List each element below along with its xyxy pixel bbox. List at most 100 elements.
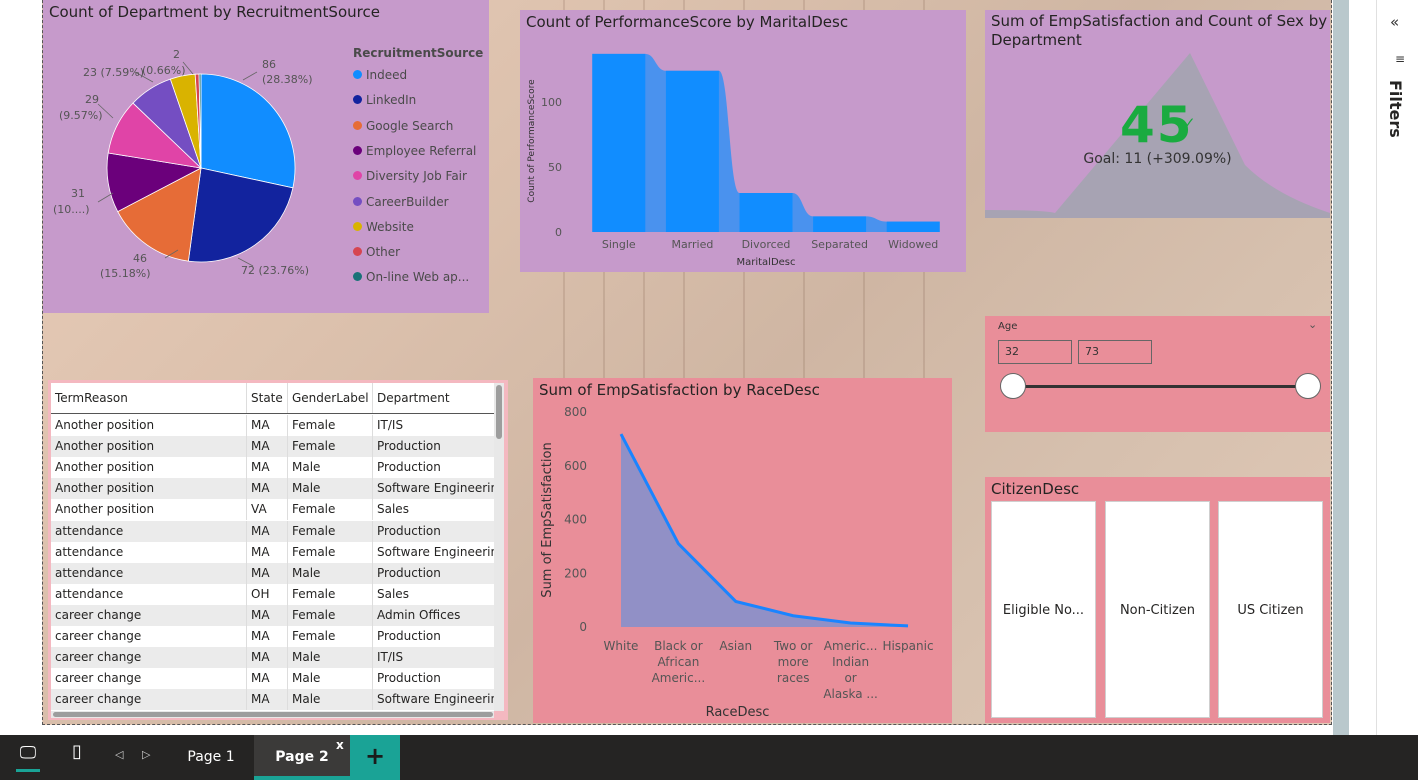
bar <box>813 216 867 232</box>
age-max-input[interactable]: 73 <box>1078 340 1152 364</box>
age-slider-min-handle[interactable] <box>1000 373 1026 399</box>
pie-leader-line <box>97 103 114 119</box>
table-cell: Software Engineering <box>373 541 498 563</box>
table-cell: attendance <box>51 583 247 605</box>
legend-item[interactable]: LinkedIn <box>353 93 416 107</box>
table-row[interactable]: attendance MA Male Production <box>51 562 498 584</box>
table-row[interactable]: career change MA Female Production <box>51 626 498 647</box>
area-chart-tile[interactable]: Sum of EmpSatisfaction by RaceDesc 0 200 4… <box>533 378 952 723</box>
table-row[interactable]: attendance OH Female Sales <box>51 583 498 605</box>
column-header[interactable]: Department <box>373 383 498 413</box>
pie-data-label: (0.66%) <box>142 64 186 77</box>
next-page-icon[interactable]: ▷ <box>142 748 151 761</box>
legend-dot <box>353 145 362 155</box>
age-min-input[interactable]: 32 <box>998 340 1072 364</box>
table-cell: Female <box>288 541 373 563</box>
legend-dot <box>353 171 362 181</box>
data-table: TermReason State GenderLabel Department Ano… <box>51 383 498 711</box>
age-slicer[interactable]: Age ⌄ 32 73 <box>985 316 1330 432</box>
pie-data-label: 46 <box>133 252 147 265</box>
table-cell: Female <box>288 499 373 521</box>
table-cell: Female <box>288 626 373 647</box>
y-axis-label: Count of PerformanceScore <box>527 79 537 203</box>
table-row[interactable]: Another position MA Female IT/IS <box>51 415 498 436</box>
legend-item[interactable]: Employee Referral <box>353 144 476 158</box>
table-cell: MA <box>247 478 288 500</box>
age-slider-track[interactable] <box>1013 385 1309 388</box>
table-tile[interactable]: TermReason State GenderLabel Department Ano… <box>48 380 508 720</box>
table-cell: Another position <box>51 436 247 458</box>
table-row[interactable]: career change MA Male Software Engineering <box>51 689 498 711</box>
citizen-slicer[interactable]: CitizenDesc Eligible No... Non-Citizen U… <box>985 477 1330 723</box>
table-row[interactable]: Another position MA Male Software Engineeri… <box>51 478 498 500</box>
pie-chart-tile[interactable]: Count of Department by RecruitmentSource… <box>43 0 489 313</box>
x-axis-label: MaritalDesc <box>736 257 795 268</box>
tab-page-1[interactable]: Page 1 <box>187 749 235 765</box>
legend-item[interactable]: Other <box>353 245 400 259</box>
column-header[interactable]: State <box>247 383 288 413</box>
add-page-button[interactable]: + <box>350 735 400 780</box>
chevron-down-icon[interactable]: ⌄ <box>1308 318 1318 331</box>
legend-item[interactable]: Diversity Job Fair <box>353 169 467 183</box>
vertical-scrollbar[interactable] <box>494 383 504 711</box>
legend-item[interactable]: CareerBuilder <box>353 195 449 209</box>
collapse-icon[interactable]: « <box>1390 13 1400 31</box>
kpi-title-line: Sum of EmpSatisfaction and Count of Sex … <box>991 12 1328 30</box>
citizen-option-us-citizen[interactable]: US Citizen <box>1218 501 1323 718</box>
table-row[interactable]: career change MA Female Admin Offices <box>51 604 498 626</box>
table-cell: MA <box>247 562 288 584</box>
horizontal-scrollbar[interactable] <box>51 711 494 718</box>
citizen-option-eligible[interactable]: Eligible No... <box>991 501 1096 718</box>
desktop-layout-button[interactable]: 🖵 <box>14 743 42 773</box>
close-icon[interactable]: x <box>336 738 344 752</box>
legend-item[interactable]: Google Search <box>353 119 453 133</box>
page-navigation-bar: 🖵 ▯ ◁ ▷ Page 1 Page 2 x + <box>0 735 1418 780</box>
bar-chart-tile[interactable]: Count of PerformanceScore by MaritalDesc… <box>520 10 966 272</box>
legend-item[interactable]: On-line Web ap... <box>353 270 469 284</box>
previous-page-icon[interactable]: ◁ <box>115 748 124 761</box>
pie-leader-line <box>97 192 114 203</box>
table-cell: career change <box>51 647 247 669</box>
table-row[interactable]: Another position MA Female Production <box>51 436 498 458</box>
table-cell: Male <box>288 647 373 669</box>
kpi-title: Sum of EmpSatisfaction and Count of Sex … <box>991 12 1327 50</box>
table-row[interactable]: career change MA Male Production <box>51 668 498 690</box>
scrollbar-thumb[interactable] <box>53 712 493 717</box>
filters-label[interactable]: Filters <box>1386 80 1405 138</box>
table-row[interactable]: career change MA Male IT/IS <box>51 647 498 669</box>
table-cell: MA <box>247 668 288 690</box>
citizen-option-non-citizen[interactable]: Non-Citizen <box>1105 501 1210 718</box>
legend-item[interactable]: Indeed <box>353 68 407 82</box>
table-cell: Female <box>288 520 373 542</box>
table-cell: MA <box>247 457 288 479</box>
table-row[interactable]: Another position VA Female Sales <box>51 499 498 521</box>
legend-item[interactable]: Website <box>353 220 414 234</box>
pie-data-label: 86 <box>262 58 276 71</box>
legend-label: Employee Referral <box>366 143 477 158</box>
column-header[interactable]: TermReason <box>51 383 247 413</box>
active-indicator <box>16 769 40 772</box>
legend-dot <box>353 272 362 282</box>
table-cell: Female <box>288 415 373 436</box>
kpi-tile[interactable]: Sum of EmpSatisfaction and Count of Sex … <box>985 10 1330 218</box>
table-cell: Sales <box>373 499 498 521</box>
table-row[interactable]: attendance MA Female Software Engineering <box>51 541 498 563</box>
legend-dot <box>353 95 362 105</box>
bar <box>592 53 646 233</box>
table-cell: IT/IS <box>373 415 498 436</box>
age-slider-max-handle[interactable] <box>1295 373 1321 399</box>
x-tick-label: African <box>657 655 699 669</box>
table-row[interactable]: Another position MA Male Production <box>51 457 498 479</box>
table-cell: Male <box>288 562 373 584</box>
filters-pane[interactable]: « ≡ Filters <box>1376 0 1418 735</box>
mobile-icon[interactable]: ▯ <box>72 741 82 762</box>
x-tick-label: Americ... <box>824 639 878 653</box>
table-cell: MA <box>247 647 288 669</box>
tab-page-2[interactable]: Page 2 <box>254 735 350 780</box>
column-header[interactable]: GenderLabel <box>288 383 373 413</box>
y-axis-label: Sum of EmpSatisfaction <box>540 442 555 597</box>
x-tick-label: races <box>777 671 810 685</box>
pie-data-label: (15.18%) <box>100 267 151 280</box>
scrollbar-thumb[interactable] <box>496 385 502 439</box>
table-row[interactable]: attendance MA Female Production <box>51 520 498 542</box>
